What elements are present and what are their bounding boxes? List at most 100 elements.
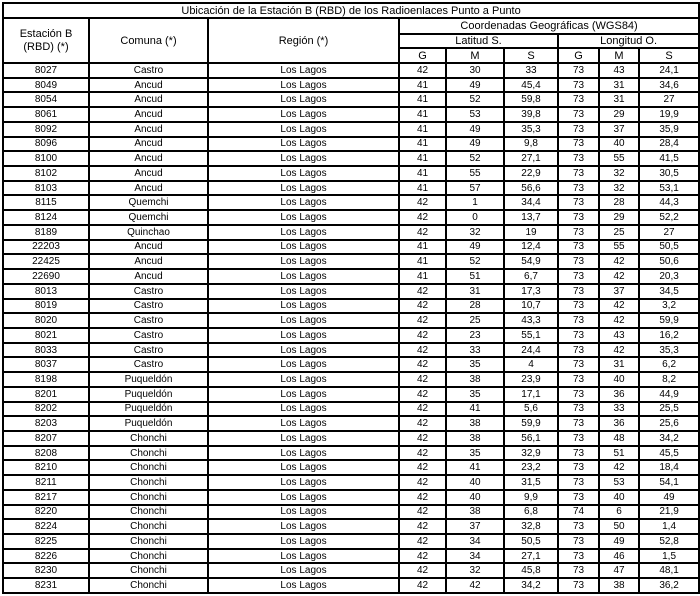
cell-lat-s: 59,8 (503, 91, 559, 109)
cell-lat-m: 51 (445, 268, 505, 285)
cell-lat-m: 28 (445, 297, 505, 315)
cell-lon-s: 53,1 (637, 179, 700, 197)
cell-lon-m: 29 (598, 106, 640, 123)
cell-lat-s: 6,7 (503, 268, 559, 285)
cell-region: Los Lagos (207, 62, 400, 79)
cell-lat-g: 42 (398, 562, 447, 580)
cell-lon-g: 73 (557, 312, 600, 329)
table-row: 8102 Ancud Los Lagos 41 55 22,9 73 32 30… (2, 165, 700, 182)
cell-comuna: Ancud (88, 135, 209, 153)
cell-lat-s: 33 (503, 62, 559, 79)
cell-station-id: 8203 (2, 415, 90, 432)
column-header-lat-s: S (503, 47, 559, 64)
cell-lat-m: 35 (445, 385, 505, 403)
table-row: 8021 Castro Los Lagos 42 23 55,1 73 43 1… (2, 326, 700, 344)
cell-lat-g: 42 (398, 429, 447, 447)
cell-station-id: 8100 (2, 150, 90, 168)
cell-lon-m: 32 (598, 179, 640, 197)
cell-lon-m: 42 (598, 253, 640, 271)
cell-lon-m: 38 (598, 577, 640, 594)
table-row: 8217 Chonchi Los Lagos 42 40 9,9 73 40 4… (2, 488, 700, 506)
cell-lon-g: 73 (557, 356, 600, 374)
cell-lon-g: 73 (557, 238, 600, 256)
cell-region: Los Lagos (207, 459, 400, 477)
table-title: Ubicación de la Estación B (RBD) de los … (1, 2, 700, 19)
cell-comuna: Castro (88, 341, 209, 359)
cell-comuna: Quinchao (88, 223, 209, 241)
cell-comuna: Chonchi (88, 474, 209, 491)
cell-lon-m: 40 (598, 135, 640, 153)
cell-lon-g: 73 (557, 62, 600, 79)
cell-station-id: 8202 (2, 400, 90, 418)
table-body: 8027 Castro Los Lagos 42 30 33 73 43 24,… (2, 62, 700, 594)
cell-lat-m: 34 (445, 547, 505, 565)
cell-region: Los Lagos (207, 135, 400, 153)
cell-lat-s: 56,6 (503, 179, 559, 197)
table-row: 8092 Ancud Los Lagos 41 49 35,3 73 37 35… (2, 120, 700, 138)
cell-comuna: Chonchi (88, 503, 209, 521)
cell-lon-s: 30,5 (637, 165, 700, 182)
cell-station-id: 8103 (2, 179, 90, 197)
cell-region: Los Lagos (207, 533, 400, 550)
cell-lat-g: 42 (398, 209, 447, 226)
cell-station-id: 8124 (2, 209, 90, 226)
cell-lat-s: 23,9 (503, 371, 559, 388)
cell-region: Los Lagos (207, 106, 400, 123)
cell-lon-m: 36 (598, 385, 640, 403)
cell-lat-m: 38 (445, 371, 505, 388)
cell-lon-s: 3,2 (637, 297, 700, 315)
cell-region: Los Lagos (207, 209, 400, 226)
cell-lat-s: 35,3 (503, 120, 559, 138)
cell-lat-g: 42 (398, 341, 447, 359)
cell-lon-s: 6,2 (637, 356, 700, 374)
column-header-lon-s: S (637, 47, 700, 64)
column-header-lat-m: M (445, 47, 505, 64)
header-row-latlon: Latitud S. Longitud O. (3, 33, 700, 49)
cell-comuna: Castro (88, 312, 209, 329)
cell-lat-m: 55 (445, 165, 505, 182)
cell-station-id: 8049 (2, 76, 90, 94)
cell-comuna: Ancud (88, 165, 209, 182)
cell-lat-s: 32,9 (503, 444, 559, 462)
cell-station-id: 8092 (2, 120, 90, 138)
cell-lat-g: 42 (398, 547, 447, 565)
cell-lon-g: 73 (557, 459, 600, 477)
cell-lat-s: 6,8 (503, 503, 559, 521)
cell-station-id: 22425 (2, 253, 90, 271)
cell-station-id: 8231 (2, 577, 90, 594)
cell-comuna: Puqueldón (88, 371, 209, 388)
cell-lon-m: 46 (598, 547, 640, 565)
cell-lon-g: 73 (557, 429, 600, 447)
cell-lon-m: 53 (598, 474, 640, 491)
cell-region: Los Lagos (207, 341, 400, 359)
cell-region: Los Lagos (207, 444, 400, 462)
cell-lon-s: 25,6 (637, 415, 700, 432)
cell-lat-g: 42 (398, 533, 447, 550)
cell-lat-s: 31,5 (503, 474, 559, 491)
cell-lat-m: 30 (445, 62, 505, 79)
cell-region: Los Lagos (207, 488, 400, 506)
cell-lat-s: 39,8 (503, 106, 559, 123)
cell-lon-s: 52,2 (637, 209, 700, 226)
column-header-comuna: Comuna (*) (88, 17, 209, 64)
cell-lat-g: 42 (398, 577, 447, 594)
cell-lon-g: 73 (557, 577, 600, 594)
cell-lon-m: 47 (598, 562, 640, 580)
cell-station-id: 8102 (2, 165, 90, 182)
cell-lat-s: 34,2 (503, 577, 559, 594)
cell-lat-s: 50,5 (503, 533, 559, 550)
cell-region: Los Lagos (207, 518, 400, 535)
table-row: 8020 Castro Los Lagos 42 25 43,3 73 42 5… (2, 312, 700, 329)
cell-station-id: 8037 (2, 356, 90, 374)
cell-region: Los Lagos (207, 326, 400, 344)
cell-lat-m: 38 (445, 415, 505, 432)
cell-lon-s: 27 (637, 91, 700, 109)
cell-lon-m: 42 (598, 268, 640, 285)
cell-lon-m: 37 (598, 282, 640, 300)
cell-lat-s: 54,9 (503, 253, 559, 271)
cell-lat-s: 45,4 (503, 76, 559, 94)
cell-station-id: 8189 (2, 223, 90, 241)
cell-lon-g: 73 (557, 371, 600, 388)
cell-lat-g: 42 (398, 326, 447, 344)
cell-lon-s: 45,5 (637, 444, 700, 462)
